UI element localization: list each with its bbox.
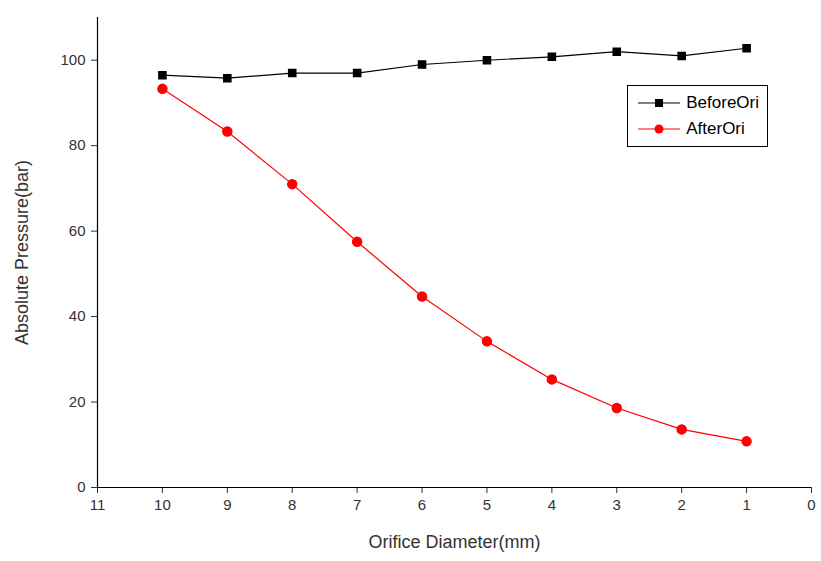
svg-text:1: 1 — [742, 496, 750, 513]
svg-text:8: 8 — [288, 496, 296, 513]
svg-text:80: 80 — [69, 136, 86, 153]
svg-text:100: 100 — [60, 51, 85, 68]
svg-text:60: 60 — [69, 222, 86, 239]
svg-text:2: 2 — [678, 496, 686, 513]
svg-text:Orifice Diameter(mm): Orifice Diameter(mm) — [368, 532, 540, 552]
svg-text:10: 10 — [154, 496, 171, 513]
svg-text:11: 11 — [90, 496, 106, 513]
svg-text:0: 0 — [807, 496, 815, 513]
svg-text:7: 7 — [353, 496, 361, 513]
svg-text:40: 40 — [69, 307, 86, 324]
svg-text:Absolute Pressure(bar): Absolute Pressure(bar) — [12, 160, 32, 345]
html-text:BeforeOri: BeforeOri — [686, 93, 759, 112]
svg-text:20: 20 — [69, 393, 86, 410]
svg-text:3: 3 — [613, 496, 621, 513]
svg-text:0: 0 — [77, 478, 85, 495]
svg-text:6: 6 — [418, 496, 426, 513]
html-text:AfterOri: AfterOri — [686, 119, 745, 138]
svg-text:9: 9 — [223, 496, 231, 513]
svg-text:4: 4 — [548, 496, 556, 513]
svg-text:5: 5 — [483, 496, 491, 513]
